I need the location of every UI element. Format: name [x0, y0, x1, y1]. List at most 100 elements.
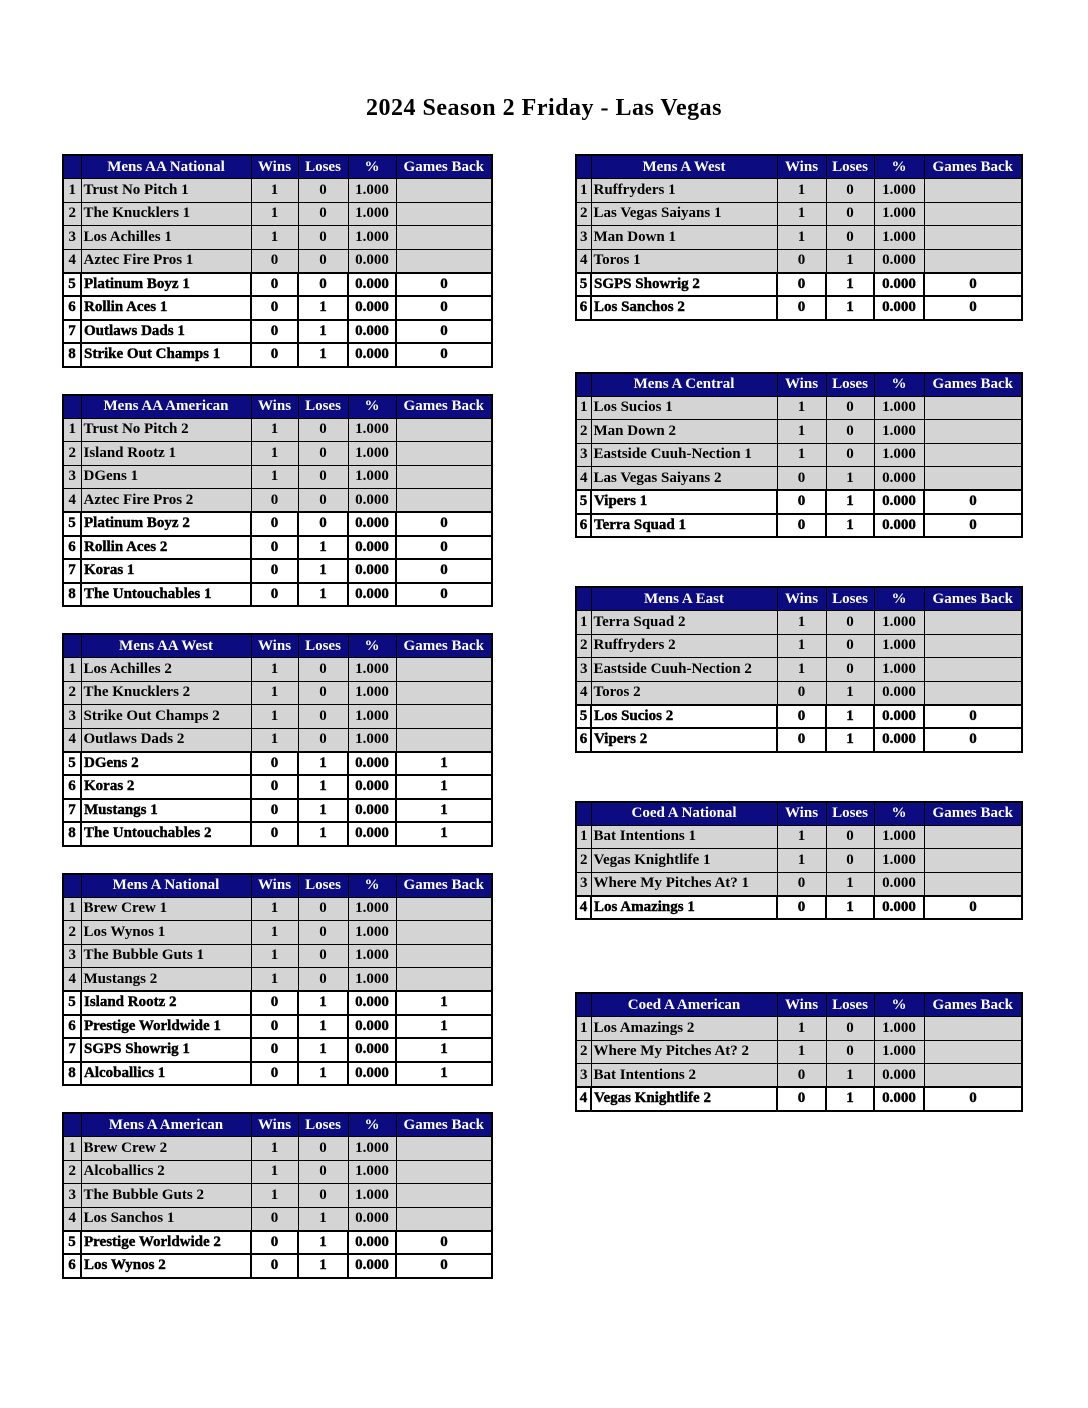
- table-row: 2 Alcoballics 2 1 0 1.000: [62, 1159, 493, 1184]
- games-back-cell: [923, 442, 1023, 467]
- team-name-cell: Mustangs 1: [80, 797, 252, 823]
- corner-cell: [575, 992, 592, 1017]
- wins-cell: 0: [776, 295, 827, 321]
- col-header-loses: Loses: [825, 372, 875, 397]
- table-row: 3 The Bubble Guts 1 1 0 1.000: [62, 943, 493, 968]
- corner-cell: [575, 154, 592, 179]
- wins-cell: 0: [250, 581, 299, 607]
- col-header-games-back: Games Back: [395, 873, 493, 898]
- games-back-cell: 1: [395, 750, 493, 776]
- pct-cell: 0.000: [347, 990, 397, 1016]
- col-header-loses: Loses: [297, 633, 349, 658]
- col-header-loses: Loses: [297, 154, 349, 179]
- right-column: Mens A West Wins Loses% Games Back 1 Ruffryde…: [575, 154, 1023, 1112]
- loses-cell: 0: [297, 657, 349, 682]
- team-name-cell: Toros 1: [590, 248, 778, 273]
- wins-cell: 0: [250, 821, 299, 847]
- corner-cell: [62, 1112, 82, 1137]
- table-row: 1 Trust No Pitch 2 1 0 1.000: [62, 417, 493, 442]
- loses-cell: 1: [825, 703, 875, 729]
- loses-cell: 0: [297, 441, 349, 466]
- col-header-pct: %: [347, 873, 397, 898]
- col-header-loses: Loses: [825, 801, 875, 826]
- table-row: 4 Toros 2 0 1 0.000: [575, 680, 1023, 705]
- games-back-cell: 1: [395, 797, 493, 823]
- header-row: Mens A East Wins Loses% Games Back: [575, 586, 1023, 611]
- table-row: 6 Los Sanchos 2 0 1 0.000 0: [575, 295, 1023, 321]
- header-row: Mens A National Wins Loses% Games Back: [62, 873, 493, 898]
- pct-cell: 0.000: [347, 1060, 397, 1086]
- games-back-cell: [395, 417, 493, 442]
- wins-cell: 1: [776, 1016, 827, 1041]
- loses-cell: 0: [825, 1016, 875, 1041]
- games-back-cell: 0: [395, 1253, 493, 1279]
- games-back-cell: [395, 1136, 493, 1161]
- games-back-cell: [395, 488, 493, 513]
- wins-cell: 0: [776, 727, 827, 753]
- team-name-cell: Terra Squad 2: [590, 610, 778, 635]
- loses-cell: 1: [297, 1037, 349, 1063]
- pct-cell: 0.000: [873, 894, 925, 920]
- pct-cell: 0.000: [347, 342, 397, 368]
- loses-cell: 0: [825, 824, 875, 849]
- pct-cell: 0.000: [873, 871, 925, 896]
- rank-cell: 5: [62, 750, 82, 776]
- rank-cell: 6: [575, 727, 592, 753]
- games-back-cell: [923, 225, 1023, 250]
- pct-cell: 1.000: [347, 1159, 397, 1184]
- pct-cell: 0.000: [347, 1013, 397, 1039]
- col-header-games-back: Games Back: [395, 394, 493, 419]
- team-name-cell: Bat Intentions 2: [590, 1063, 778, 1088]
- loses-cell: 0: [297, 271, 349, 297]
- wins-cell: 0: [776, 1063, 827, 1088]
- rank-cell: 5: [575, 489, 592, 515]
- col-header-games-back: Games Back: [395, 154, 493, 179]
- games-back-cell: [923, 657, 1023, 682]
- pct-cell: 1.000: [873, 633, 925, 658]
- loses-cell: 0: [297, 225, 349, 250]
- team-name-cell: Platinum Boyz 1: [80, 271, 252, 297]
- pct-cell: 1.000: [347, 178, 397, 203]
- table-row: 6 Prestige Worldwide 1 0 1 0.000 1: [62, 1013, 493, 1039]
- pct-cell: 1.000: [347, 441, 397, 466]
- table-row: 3 Bat Intentions 2 0 1 0.000: [575, 1063, 1023, 1088]
- col-header-pct: %: [873, 801, 925, 826]
- wins-cell: 1: [250, 1136, 299, 1161]
- games-back-cell: 0: [395, 534, 493, 560]
- loses-cell: 0: [297, 417, 349, 442]
- corner-cell: [62, 154, 82, 179]
- games-back-cell: [923, 178, 1023, 203]
- loses-cell: 0: [297, 511, 349, 537]
- games-back-cell: [395, 704, 493, 729]
- page-title: 2024 Season 2 Friday - Las Vegas: [365, 95, 723, 121]
- games-back-cell: [395, 943, 493, 968]
- wins-cell: 1: [776, 848, 827, 873]
- table-row: 3 Eastside Cuuh-Nection 2 1 0 1.000: [575, 657, 1023, 682]
- rank-cell: 8: [62, 821, 82, 847]
- rank-cell: 4: [62, 248, 82, 273]
- rank-cell: 6: [62, 534, 82, 560]
- loses-cell: 1: [297, 1229, 349, 1255]
- rank-cell: 5: [62, 511, 82, 537]
- pct-cell: 1.000: [873, 610, 925, 635]
- wins-cell: 0: [250, 248, 299, 273]
- table-row: 8 Alcoballics 1 0 1 0.000 1: [62, 1060, 493, 1086]
- standings-table: Mens A National Wins Loses% Games Back 1 Brew…: [62, 872, 493, 1086]
- wins-cell: 0: [776, 894, 827, 920]
- loses-cell: 1: [825, 271, 875, 297]
- table-row: 6 Rollin Aces 1 0 1 0.000 0: [62, 295, 493, 321]
- loses-cell: 1: [825, 1086, 875, 1112]
- wins-cell: 0: [250, 774, 299, 800]
- rank-cell: 2: [62, 441, 82, 466]
- col-header-games-back: Games Back: [923, 586, 1023, 611]
- wins-cell: 0: [776, 466, 827, 491]
- corner-cell: [575, 586, 592, 611]
- team-name-cell: Platinum Boyz 2: [80, 511, 252, 537]
- rank-cell: 6: [575, 295, 592, 321]
- rank-cell: 3: [575, 225, 592, 250]
- team-name-cell: Alcoballics 2: [80, 1159, 252, 1184]
- corner-cell: [62, 394, 82, 419]
- col-header-loses: Loses: [825, 154, 875, 179]
- loses-cell: 1: [297, 990, 349, 1016]
- loses-cell: 1: [297, 1206, 349, 1231]
